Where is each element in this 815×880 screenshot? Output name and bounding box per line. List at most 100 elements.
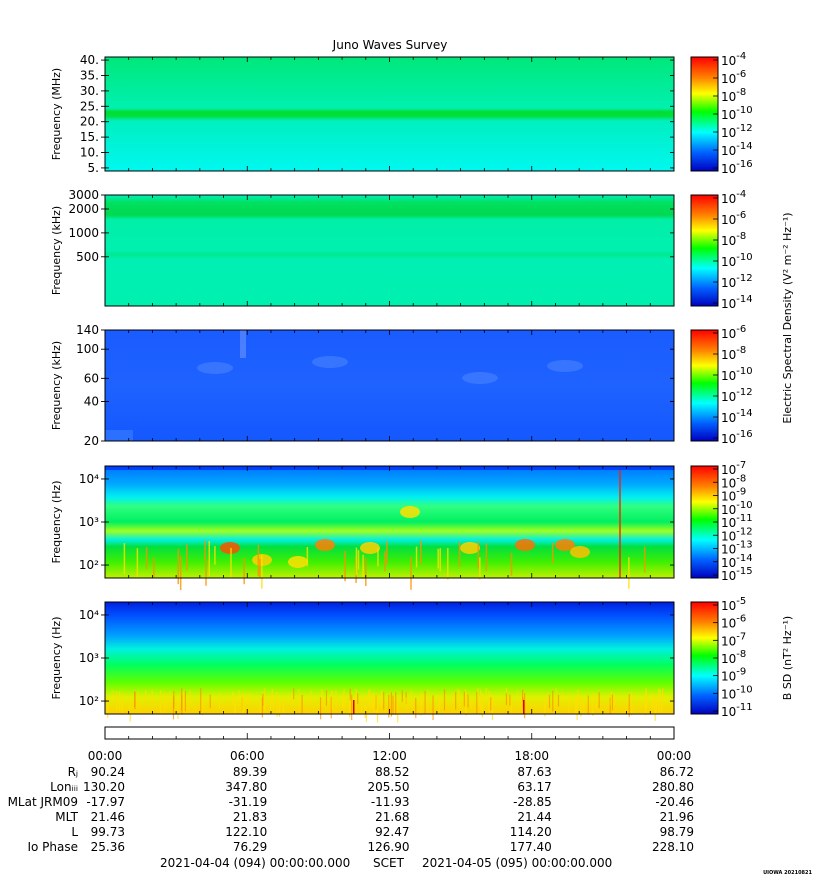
noise-streak: [301, 695, 303, 714]
burst-streak: [410, 556, 412, 590]
time-tick-label: 06:00: [230, 749, 265, 763]
noise-streak: [271, 689, 273, 702]
colorbar-tick-label: 10-16: [721, 159, 753, 176]
noise-streak: [595, 693, 597, 709]
y-axis-label: Frequency (kHz): [50, 341, 63, 430]
noise-streak: [165, 692, 168, 710]
ephemeris-value: 177.40: [510, 840, 552, 854]
burst-streak: [179, 555, 182, 590]
noise-streak: [509, 694, 511, 706]
spectrogram-4: [105, 602, 674, 714]
y-tick-label: 5.: [88, 161, 99, 175]
burst-streak: [259, 559, 261, 578]
burst-spot: [460, 542, 480, 554]
ephemeris-value: 25.36: [91, 840, 125, 854]
y-tick-label: 140: [76, 323, 99, 337]
time-tick-label: 00:00: [657, 749, 692, 763]
burst-streak: [306, 547, 309, 567]
ephemeris-row-label: Lonᵢᵢᵢ: [50, 780, 78, 794]
noise-streak: [463, 691, 465, 707]
noise-streak: [452, 691, 454, 704]
noise-streak: [364, 693, 366, 718]
colorbar-tick-label: 10-16: [721, 429, 753, 446]
noise-streak: [238, 690, 240, 707]
ephemeris-value: 21.83: [233, 810, 267, 824]
ephemeris-value: 89.39: [233, 765, 267, 779]
burst-streak: [437, 548, 439, 569]
noise-streak: [272, 697, 274, 709]
noise-streak: [269, 694, 272, 713]
noise-streak: [361, 696, 363, 714]
scet-label: SCET: [373, 856, 405, 870]
noise-streak: [587, 695, 589, 715]
ephemeris-value: 126.90: [368, 840, 410, 854]
colorbar-tick-label: 10-6: [721, 210, 746, 227]
noise-streak: [282, 696, 284, 714]
ephemeris-value: 205.50: [368, 780, 410, 794]
noise-spike: [523, 700, 525, 714]
noise-streak: [660, 697, 663, 713]
colorbar-label: Electric Spectral Density (V² m⁻² Hz⁻¹): [781, 212, 794, 423]
noise-streak: [376, 697, 379, 723]
y-axis-label: Frequency (kHz): [50, 206, 63, 295]
noise-streak: [395, 692, 397, 715]
faint-emission: [547, 360, 583, 372]
noise-streak: [163, 692, 165, 715]
burst-streak: [243, 557, 245, 585]
noise-streak: [388, 695, 390, 718]
colorbar-tick-label: 10-4: [721, 189, 746, 206]
noise-streak: [365, 697, 368, 722]
noise-streak: [181, 688, 183, 711]
noise-streak: [459, 690, 461, 708]
colorbar-tick-label: 10-13: [721, 540, 753, 557]
burst-spot: [515, 539, 535, 551]
y-tick-label: 500: [76, 250, 99, 264]
burst-spot: [288, 556, 308, 568]
burst-streak: [205, 559, 207, 586]
y-tick-label: 40: [84, 394, 99, 408]
colorbar-tick-label: 10-14: [721, 141, 753, 158]
colorbar-tick-label: 10-5: [721, 596, 746, 613]
ephemeris-value: -31.19: [229, 795, 268, 809]
burst-streak: [365, 557, 367, 587]
noise-streak: [655, 696, 658, 711]
ephemeris-value: 21.46: [91, 810, 125, 824]
burst-streak: [357, 550, 360, 570]
ephemeris-row-label: MLT: [55, 810, 78, 824]
ephemeris-value: 122.10: [225, 825, 267, 839]
noise-streak: [343, 689, 345, 709]
noise-streak: [521, 689, 524, 702]
burst-spot: [555, 539, 575, 551]
burst-spot: [315, 539, 335, 551]
burst-streak: [419, 540, 422, 565]
colorbar-tick-label: 10-10: [721, 366, 753, 383]
chart-title: Juno Waves Survey: [332, 38, 448, 52]
y-tick-label: 30.: [80, 84, 99, 98]
noise-streak: [310, 690, 312, 705]
noise-streak: [200, 688, 202, 712]
ephemeris-value: 87.63: [517, 765, 551, 779]
burst-streak: [208, 541, 210, 576]
noise-streak: [611, 694, 614, 711]
colorbar-tick-label: 10-14: [721, 553, 753, 570]
burst-streak: [214, 546, 216, 565]
noise-streak: [645, 688, 647, 704]
noise-streak: [330, 696, 332, 719]
y-tick-label: 10³: [79, 651, 99, 665]
y-axis-label: Frequency (Hz): [50, 617, 63, 700]
noise-streak: [421, 693, 423, 706]
noise-streak: [241, 693, 244, 715]
noise-streak: [243, 693, 245, 713]
ephemeris-value: 90.24: [91, 765, 125, 779]
faint-emission: [197, 362, 233, 374]
noise-streak: [490, 697, 492, 711]
colorbar: [690, 194, 719, 307]
noise-streak: [159, 690, 162, 713]
noise-streak: [134, 691, 136, 708]
noise-streak: [276, 691, 278, 717]
burst-streak: [479, 557, 481, 580]
low-frequency-panel: 140 100 60 40 20 Frequency (kHz) 10-6 10-8 10-10…: [50, 323, 753, 448]
noise-streak: [457, 689, 459, 700]
ephemeris-value: 88.52: [375, 765, 409, 779]
noise-streak: [548, 694, 551, 709]
